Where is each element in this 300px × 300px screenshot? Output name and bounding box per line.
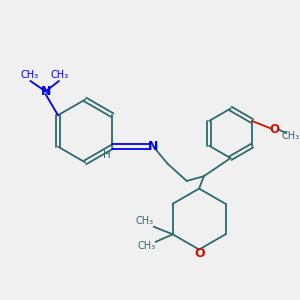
Text: N: N <box>148 140 159 153</box>
Text: CH₃: CH₃ <box>51 70 69 80</box>
Text: H: H <box>103 150 111 160</box>
Text: O: O <box>195 247 206 260</box>
Text: CH₃: CH₃ <box>138 241 156 251</box>
Text: CH₃: CH₃ <box>282 131 300 141</box>
Text: CH₃: CH₃ <box>20 70 38 80</box>
Text: N: N <box>40 85 51 98</box>
Text: O: O <box>270 123 280 136</box>
Text: CH₃: CH₃ <box>135 216 153 226</box>
